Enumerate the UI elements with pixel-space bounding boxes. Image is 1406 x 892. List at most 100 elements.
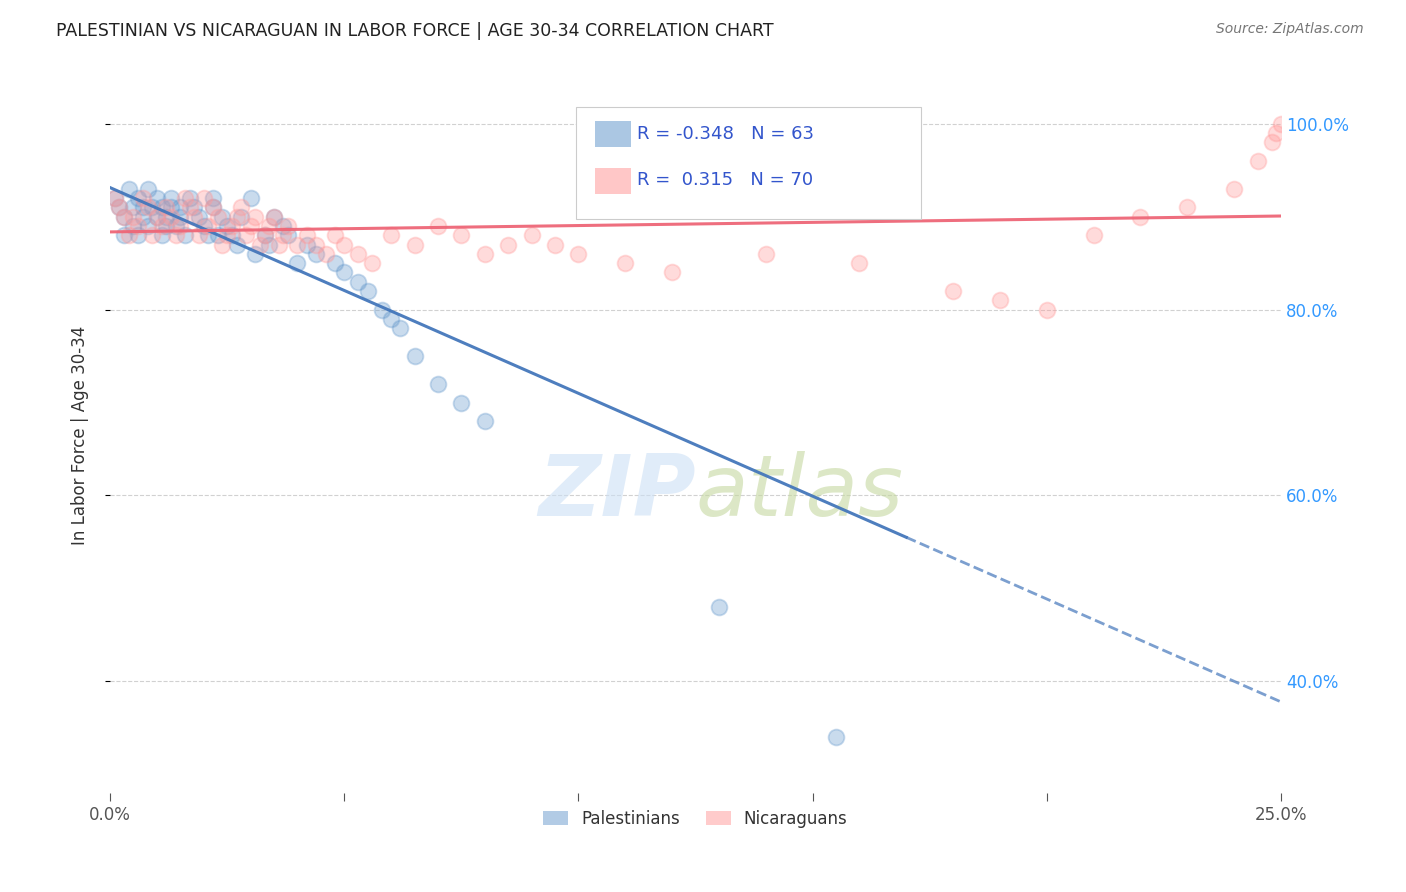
Text: R = -0.348   N = 63: R = -0.348 N = 63: [637, 125, 814, 143]
Point: [361, 256, 384, 270]
Point: [474, 414, 496, 428]
Point: [235, 228, 257, 243]
Point: [146, 210, 169, 224]
Point: [1175, 201, 1198, 215]
Y-axis label: In Labor Force | Age 30-34: In Labor Force | Age 30-34: [72, 326, 89, 545]
Point: [245, 210, 267, 224]
Point: [380, 228, 402, 243]
Point: [183, 210, 205, 224]
Point: [202, 201, 225, 215]
Point: [544, 237, 567, 252]
Point: [1036, 302, 1059, 317]
Point: [520, 228, 543, 243]
Point: [273, 219, 295, 233]
Point: [132, 201, 155, 215]
Text: PALESTINIAN VS NICARAGUAN IN LABOR FORCE | AGE 30-34 CORRELATION CHART: PALESTINIAN VS NICARAGUAN IN LABOR FORCE…: [56, 22, 773, 40]
Point: [225, 210, 247, 224]
Point: [122, 201, 145, 215]
Point: [174, 228, 197, 243]
Point: [305, 237, 328, 252]
Point: [287, 256, 309, 270]
Point: [896, 191, 918, 205]
Point: [136, 201, 159, 215]
Point: [104, 191, 127, 205]
Point: [277, 228, 299, 243]
Point: [150, 219, 173, 233]
Point: [404, 349, 426, 363]
Point: [169, 201, 191, 215]
Point: [239, 191, 262, 205]
Point: [1265, 126, 1288, 140]
Point: [122, 219, 145, 233]
Point: [1083, 228, 1105, 243]
Point: [450, 395, 472, 409]
Point: [295, 228, 318, 243]
Point: [567, 247, 589, 261]
Point: [404, 237, 426, 252]
Point: [132, 191, 155, 205]
Point: [1223, 182, 1246, 196]
Point: [179, 191, 201, 205]
Point: [426, 376, 449, 391]
Point: [1129, 210, 1152, 224]
Point: [108, 201, 131, 215]
Point: [136, 219, 159, 233]
Point: [183, 201, 205, 215]
Point: [356, 284, 378, 298]
Point: [221, 219, 243, 233]
Point: [825, 730, 848, 744]
Point: [197, 219, 219, 233]
Point: [207, 210, 229, 224]
Point: [165, 219, 187, 233]
Point: [150, 201, 173, 215]
Point: [197, 228, 219, 243]
Text: Source: ZipAtlas.com: Source: ZipAtlas.com: [1216, 22, 1364, 37]
Point: [988, 293, 1011, 308]
Point: [202, 191, 225, 205]
Text: ZIP: ZIP: [538, 450, 696, 533]
Point: [165, 228, 187, 243]
Point: [333, 265, 356, 279]
Point: [122, 210, 145, 224]
Point: [231, 210, 253, 224]
Point: [132, 210, 155, 224]
Point: [155, 210, 177, 224]
Point: [305, 247, 328, 261]
Point: [370, 302, 392, 317]
Point: [112, 210, 135, 224]
Point: [426, 219, 449, 233]
Point: [188, 228, 211, 243]
Point: [1246, 154, 1268, 169]
Point: [474, 247, 496, 261]
Text: atlas: atlas: [696, 450, 904, 533]
Point: [496, 237, 519, 252]
Point: [127, 219, 149, 233]
Text: R =  0.315   N = 70: R = 0.315 N = 70: [637, 171, 813, 189]
Point: [207, 228, 229, 243]
Point: [141, 228, 163, 243]
Point: [1260, 136, 1282, 150]
Point: [193, 219, 215, 233]
Point: [848, 256, 870, 270]
Point: [188, 210, 211, 224]
Point: [221, 228, 243, 243]
Point: [347, 247, 370, 261]
Point: [259, 219, 281, 233]
Point: [323, 256, 346, 270]
Point: [347, 275, 370, 289]
Point: [614, 256, 637, 270]
Point: [160, 201, 183, 215]
Point: [231, 201, 253, 215]
Point: [112, 210, 135, 224]
Point: [127, 228, 149, 243]
Point: [108, 201, 131, 215]
Point: [193, 191, 215, 205]
Point: [263, 210, 285, 224]
Point: [239, 219, 262, 233]
Point: [169, 219, 191, 233]
Point: [253, 228, 276, 243]
Point: [174, 191, 197, 205]
Legend: Palestinians, Nicaraguans: Palestinians, Nicaraguans: [537, 803, 855, 834]
Point: [112, 228, 135, 243]
Point: [277, 219, 299, 233]
